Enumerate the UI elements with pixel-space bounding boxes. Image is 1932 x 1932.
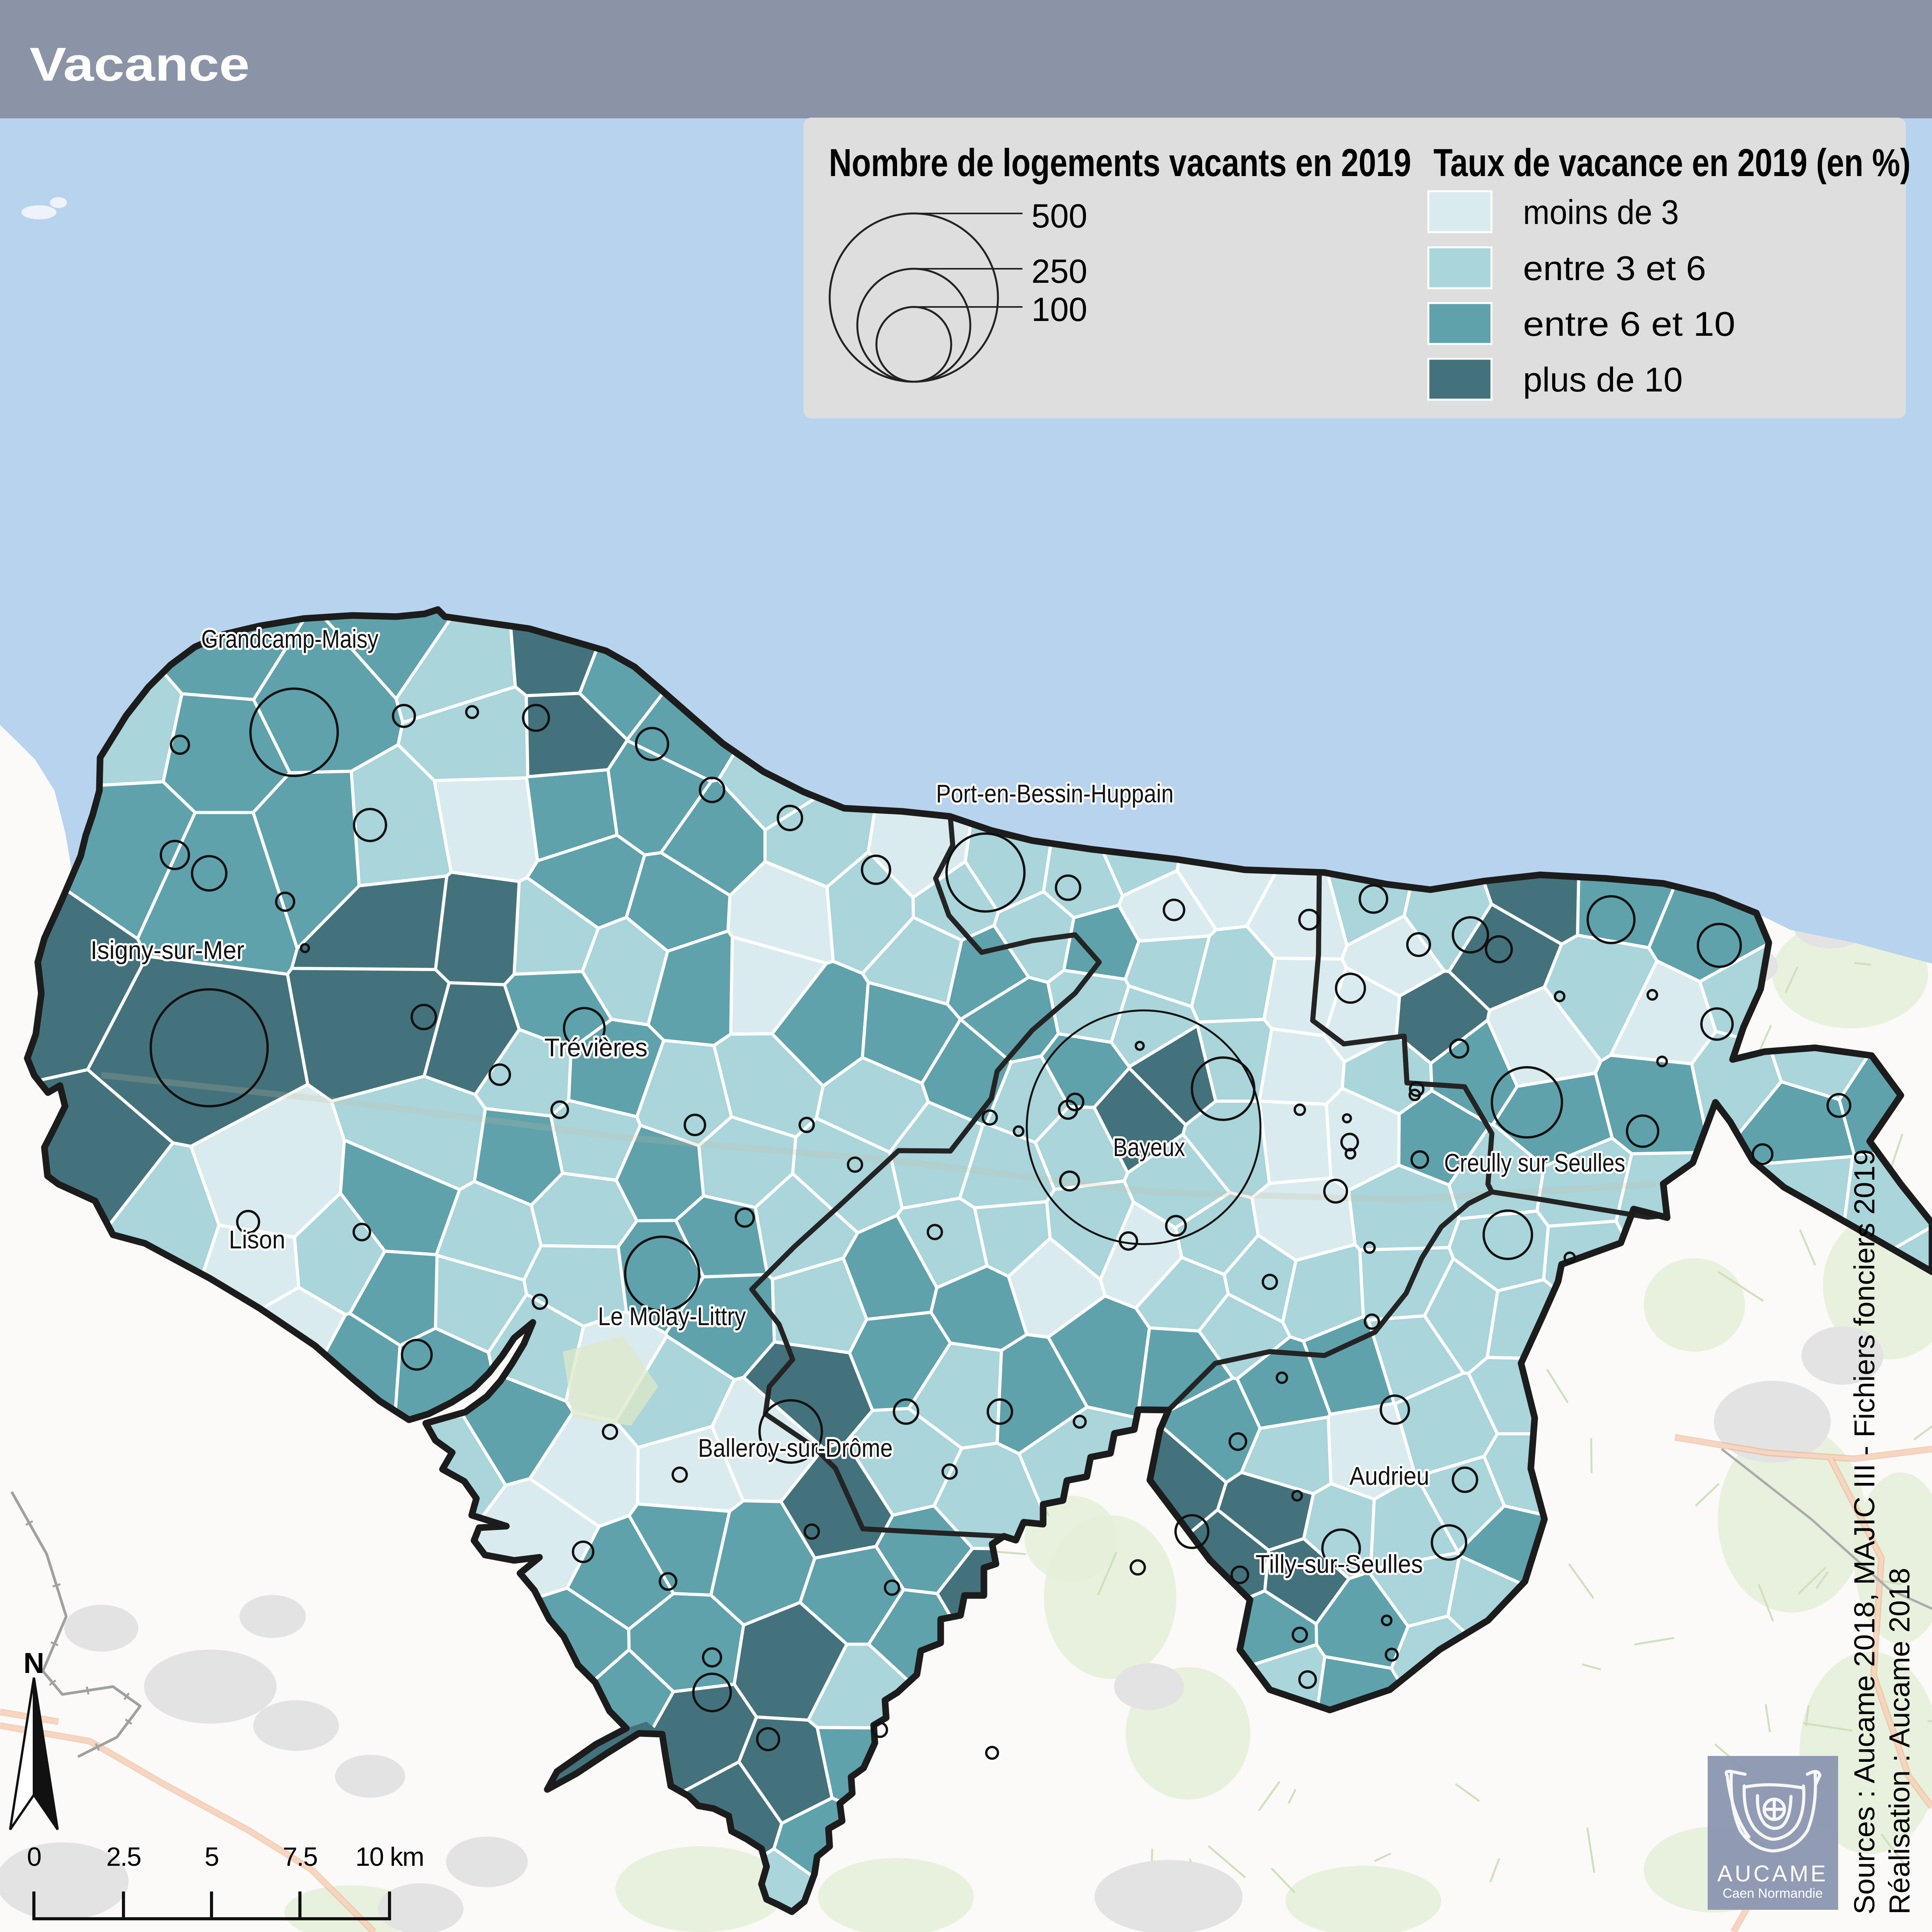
svg-text:Sources : Aucame 2018, MAJIC I: Sources : Aucame 2018, MAJIC III - Fichi…	[1848, 1149, 1881, 1914]
svg-text:7.5: 7.5	[283, 1842, 317, 1872]
svg-text:2.5: 2.5	[106, 1842, 141, 1872]
svg-text:Grandcamp-Maisy: Grandcamp-Maisy	[201, 624, 379, 653]
svg-text:500: 500	[1031, 197, 1088, 235]
svg-text:Caen Normandie: Caen Normandie	[1722, 1886, 1823, 1901]
svg-text:entre 3 et 6: entre 3 et 6	[1523, 249, 1706, 287]
svg-text:Creully sur Seulles: Creully sur Seulles	[1444, 1148, 1625, 1177]
svg-text:10 km: 10 km	[355, 1842, 423, 1872]
svg-text:Vacance: Vacance	[30, 38, 250, 91]
svg-text:N: N	[23, 1647, 44, 1679]
svg-text:Audrieu: Audrieu	[1350, 1461, 1430, 1490]
svg-text:Balleroy-sur-Drôme: Balleroy-sur-Drôme	[698, 1433, 893, 1462]
svg-text:100: 100	[1031, 291, 1088, 328]
svg-text:Isigny-sur-Mer: Isigny-sur-Mer	[91, 936, 245, 964]
svg-text:moins de 3: moins de 3	[1523, 193, 1679, 231]
svg-text:Port-en-Bessin-Huppain: Port-en-Bessin-Huppain	[936, 779, 1174, 808]
svg-text:Le Molay-Littry: Le Molay-Littry	[598, 1302, 746, 1331]
svg-text:plus de 10: plus de 10	[1523, 360, 1683, 399]
svg-text:0: 0	[27, 1842, 41, 1872]
svg-text:Tilly-sur-Seulles: Tilly-sur-Seulles	[1255, 1549, 1423, 1578]
svg-text:Nombre de logements vacants en: Nombre de logements vacants en 2019	[829, 141, 1411, 185]
svg-text:Taux de vacance en 2019 (en %): Taux de vacance en 2019 (en %)	[1433, 141, 1911, 185]
svg-text:Bayeux: Bayeux	[1113, 1133, 1185, 1162]
svg-text:AUCAME: AUCAME	[1717, 1861, 1828, 1886]
svg-text:Réalisation : Aucame 2018: Réalisation : Aucame 2018	[1883, 1568, 1916, 1914]
svg-text:5: 5	[204, 1842, 219, 1872]
svg-text:Trévières: Trévières	[545, 1033, 648, 1062]
svg-text:Lison: Lison	[229, 1225, 286, 1254]
svg-text:250: 250	[1031, 253, 1088, 290]
svg-text:entre 6 et 10: entre 6 et 10	[1523, 305, 1735, 343]
